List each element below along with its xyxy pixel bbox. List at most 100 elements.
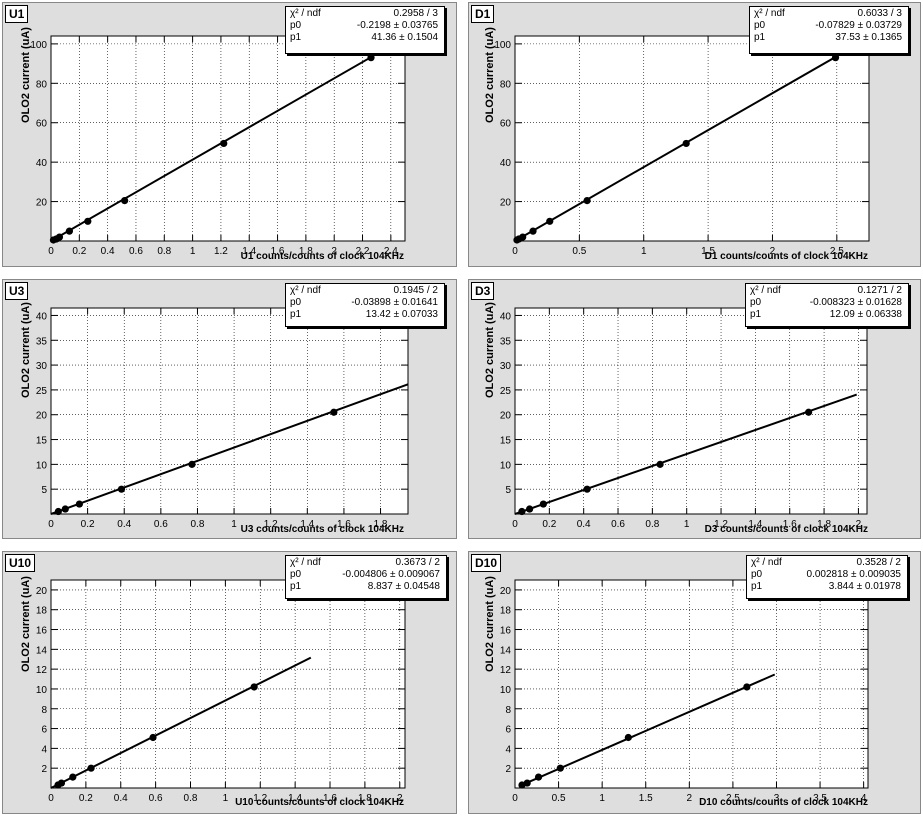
x-axis-label: U10 counts/counts of clock 104KHz [235,797,404,808]
p1-label: p1 [290,32,302,43]
x-tick-label: 0.4 [577,519,591,530]
y-tick-label: 100 [494,40,511,51]
chi2-label: χ² / ndf [750,285,781,296]
x-tick-label: 1.2 [214,246,228,257]
y-axis-label: OLO2 current (uA) [20,576,32,672]
y-tick-label: 80 [500,79,512,90]
plot-area-u3: 0 0.2 0.4 0.6 0.8 1 1.2 1.4 1.6 1.8 5 10 15 20 25 30 35 4… [36,307,409,530]
fit-stats-box: χ² / ndf 0.3673 / 2 p0 -0.004806 ± 0.00906… [285,555,447,599]
x-tick-label: 1.8 [299,246,313,257]
x-tick-label: 1.8 [817,519,831,530]
plot-area-d3: 0 0.2 0.4 0.6 0.8 1 1.2 1.4 1.6 1.8 25101520253035… [500,307,868,530]
x-tick-label: 1 [684,519,690,530]
p1-label: p1 [754,32,766,43]
y-tick-label: 2 [41,764,47,775]
p0-value: -0.03898 ± 0.01641 [351,297,438,308]
x-tick-label: 1 [599,793,605,804]
x-tick-label: 0.8 [157,246,171,257]
x-tick-label: 0 [512,793,518,804]
x-tick-label: 0.4 [117,519,131,530]
fit-stats-box: χ² / ndf 0.1945 / 2 p0 -0.03898 ± 0.01641 … [285,283,445,327]
y-tick-label: 5 [505,485,511,496]
y-tick-label: 20 [500,198,512,209]
plot-frame [50,579,406,789]
data-point [117,485,126,493]
data-point [529,227,537,235]
plot-pad-u3: 0 0.2 0.4 0.6 0.8 1 1.2 1.4 1.6 1.8 5 10 15 20 25 30 35 4… [2,279,457,539]
x-axis-label: D3 counts/counts of clock 104KHz [704,524,868,535]
x-axis-label: D1 counts/counts of clock 104KHz [704,251,868,262]
fit-line [521,673,776,786]
y-tick-label: 40 [36,158,48,169]
plot-frame [514,307,868,515]
data-point [84,217,92,225]
p0-label: p0 [754,20,766,31]
data-point [805,408,813,416]
data-point [743,683,751,691]
x-tick-label: 0.2 [72,246,86,257]
plot-frame [50,35,406,242]
y-tick-label: 25 [36,386,48,397]
y-tick-label: 80 [36,79,48,90]
x-tick-label: 2 [856,519,862,530]
y-tick-label: 20 [36,198,48,209]
x-tick-label: 0.6 [129,246,143,257]
y-tick-label: 10 [36,685,48,696]
y-tick-label: 10 [500,460,512,471]
x-tick-label: 1.4 [288,793,302,804]
p0-value: -0.004806 ± 0.009067 [342,569,440,580]
x-tick-label: 1.5 [701,246,715,257]
y-tick-label: 16 [36,626,48,637]
x-tick-label: 1.6 [783,519,797,530]
y-tick-label: 100 [30,40,47,51]
x-tick-label: 0.4 [114,793,128,804]
chi2-value: 0.2958 / 3 [393,8,438,19]
x-tick-label: 2 [397,793,403,804]
x-tick-label: 0.8 [184,793,198,804]
plot-pad-d1: 0 0.5 1 1.5 2 2.5 20 40 60 80 100 D1 χ² / ndf 0.603… [468,2,921,267]
data-point [220,139,228,148]
x-tick-label: 0.6 [149,793,163,804]
p0-label: p0 [751,569,763,580]
y-tick-label: 16 [500,626,512,637]
data-point [250,683,258,691]
y-tick-label: 40 [36,311,48,322]
x-tick-label: 2.5 [726,793,740,804]
y-tick-label: 8 [41,705,47,716]
y-tick-label: 35 [36,336,48,347]
pad-title: D3 [471,282,495,300]
p0-label: p0 [750,297,762,308]
fit-line [50,383,409,515]
fit-stats-box: χ² / ndf 0.3528 / 2 p0 0.002818 ± 0.009035… [746,555,908,599]
y-tick-label: 20 [500,586,512,597]
x-tick-label: 1.6 [337,519,351,530]
x-tick-label: 4 [861,793,867,804]
plot-pad-d10: 0 0.5 1 1.5 2 2.5 3 3.5 4 2 4 6 8 10 12 14 16 18 20 D10 χ²… [468,551,921,814]
x-tick-label: 1.2 [264,519,278,530]
x-tick-label: 1.6 [271,246,285,257]
fit-stats-box: χ² / ndf 0.6033 / 3 p0 -0.07829 ± 0.03729 … [749,6,909,54]
x-tick-label: 0.8 [645,519,659,530]
x-tick-label: 1 [223,793,229,804]
data-point [682,139,690,148]
y-tick-label: 14 [500,645,512,656]
x-tick-label: 0.2 [79,793,93,804]
x-tick-label: 0.5 [552,793,566,804]
plot-background [51,580,405,788]
data-point [656,460,664,468]
x-tick-label: 1.4 [300,519,314,530]
x-tick-label: 3 [774,793,780,804]
data-point [57,779,66,787]
x-tick-label: 0.4 [101,246,115,257]
y-tick-label: 20 [36,586,48,597]
data-point [519,233,527,241]
y-tick-label: 10 [36,460,48,471]
p1-label: p1 [751,581,763,592]
data-point [583,485,591,493]
x-tick-label: 1.6 [323,793,337,804]
y-tick-label: 60 [500,119,512,130]
p0-value: -0.2198 ± 0.03765 [356,20,438,31]
chi2-label: χ² / ndf [290,285,321,296]
chi2-label: χ² / ndf [754,8,785,19]
